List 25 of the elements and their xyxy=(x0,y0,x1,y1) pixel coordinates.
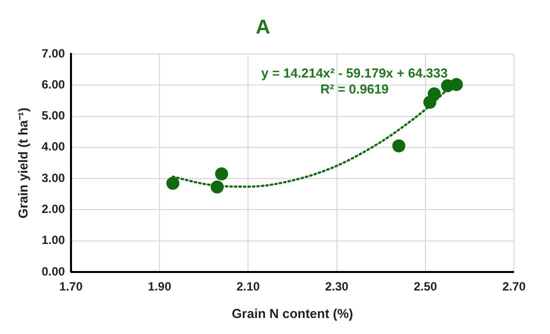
y-tick-label: 5.00 xyxy=(42,108,66,123)
point xyxy=(166,176,180,190)
point xyxy=(215,167,228,180)
x-axis-title: Grain N content (%) xyxy=(232,306,354,321)
annotation: R² = 0.9619 xyxy=(320,82,389,97)
y-tick-label: 6.00 xyxy=(42,77,66,92)
annotation: y = 14.214x² - 59.179x + 64.333 xyxy=(261,66,448,81)
y-tick-label: 3.00 xyxy=(42,170,66,185)
y-tick-label: 0.00 xyxy=(42,264,66,278)
x-tick-label: 2.50 xyxy=(414,280,438,294)
point xyxy=(428,87,441,100)
x-tick-label: 1.90 xyxy=(148,280,172,294)
point xyxy=(450,78,463,92)
chart-title: A xyxy=(256,16,270,39)
x-tick-label: 2.30 xyxy=(325,280,349,294)
y-tick-label: 1.00 xyxy=(42,233,66,248)
x-tick-label: 1.70 xyxy=(59,280,83,294)
y-axis-title: Grain yield (t ha⁻¹) xyxy=(15,108,30,218)
y-tick-label: 2.00 xyxy=(42,202,66,216)
y-tick-label: 4.00 xyxy=(42,140,66,154)
point xyxy=(210,180,224,194)
y-tick-label: 7.00 xyxy=(42,46,66,60)
x-tick-label: 2.10 xyxy=(236,280,260,294)
x-tick-label: 2.70 xyxy=(502,280,526,294)
point xyxy=(392,139,406,152)
